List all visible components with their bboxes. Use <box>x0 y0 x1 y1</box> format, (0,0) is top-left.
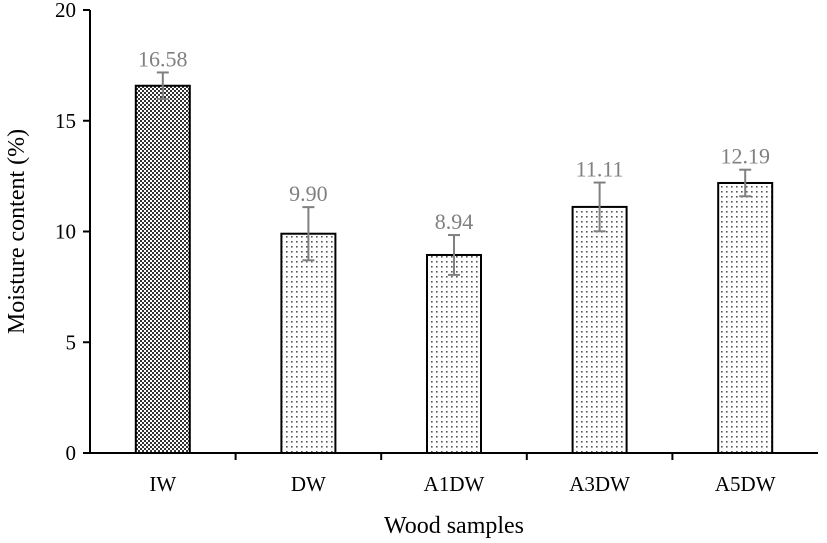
bar-a1dw <box>426 253 482 454</box>
y-axis-title: Moisture content (%) <box>4 129 30 334</box>
data-label: 9.90 <box>289 181 328 206</box>
x-tick-label: IW <box>149 472 176 496</box>
data-label: 12.19 <box>720 144 770 169</box>
bar-a5dw <box>717 181 774 455</box>
y-tick-label: 5 <box>66 330 77 354</box>
bar-a3dw <box>571 205 628 454</box>
bar-iw <box>134 84 191 455</box>
data-label: 8.94 <box>435 209 474 234</box>
data-label: 11.11 <box>576 157 624 182</box>
x-tick-label: A1DW <box>424 472 485 496</box>
y-tick-label: 0 <box>66 441 77 465</box>
x-tick-label: A5DW <box>715 472 776 496</box>
bar-dw <box>280 232 337 454</box>
y-tick-label: 15 <box>55 109 76 133</box>
y-ticks: 0 5 10 15 20 <box>55 0 90 465</box>
y-tick-label: 20 <box>55 0 76 22</box>
bars: 16.58 9.90 8.94 11.11 12.19 <box>134 46 774 455</box>
x-tick-label: DW <box>291 472 326 496</box>
y-tick-label: 10 <box>55 220 76 244</box>
x-tick-label: A3DW <box>569 472 630 496</box>
x-axis-title: Wood samples <box>384 513 524 539</box>
data-label: 16.58 <box>138 46 188 71</box>
x-ticks: IW DW A1DW A3DW A5DW <box>149 453 776 496</box>
